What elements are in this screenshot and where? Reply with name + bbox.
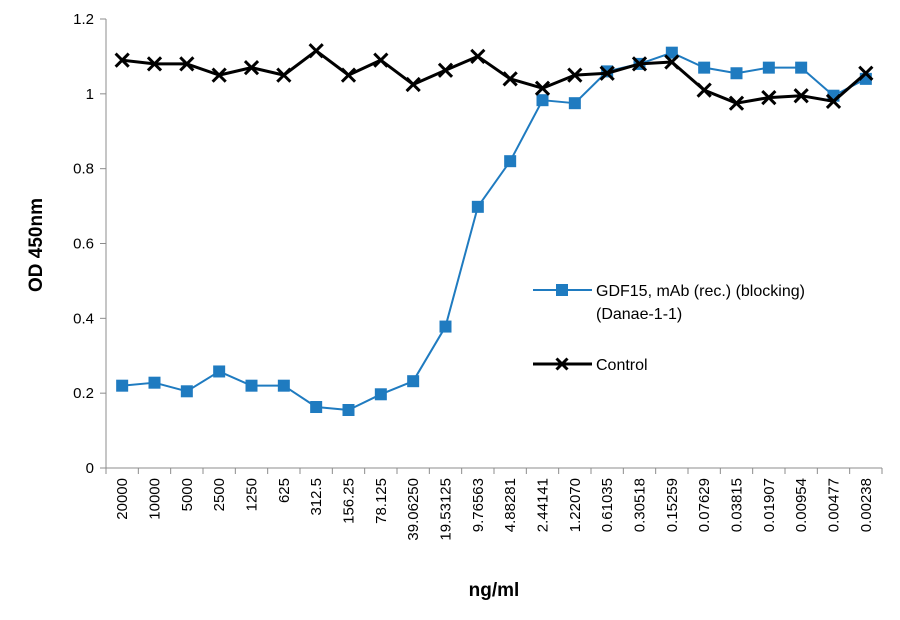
data-point: [114, 52, 130, 68]
legend-label: GDF15, mAb (rec.) (blocking): [596, 283, 805, 300]
y-axis-title: OD 450nm: [26, 198, 47, 292]
x-tick-label: 9.76563: [470, 478, 487, 532]
data-point: [342, 404, 355, 417]
data-point: [698, 61, 711, 74]
legend-marker: [555, 357, 569, 371]
x-axis: 20000 10000 5000 2500 1250 625 312.5 156.25 78.1…: [105, 467, 883, 541]
data-point: [730, 67, 743, 80]
legend-marker: [556, 284, 568, 296]
legend-item-control: Control: [533, 357, 648, 374]
x-tick-label: 1250: [244, 478, 261, 511]
data-point: [146, 56, 163, 72]
x-tick-label: 625: [276, 478, 293, 503]
x-tick-label: 10000: [147, 478, 164, 520]
data-point: [728, 95, 745, 111]
data-point: [213, 365, 226, 378]
legend-label: (Danae-1-1): [596, 306, 682, 323]
data-point: [179, 56, 195, 72]
x-tick-label: 2500: [211, 478, 228, 511]
y-tick-label: 0.8: [73, 161, 94, 178]
x-tick-label: 0.00238: [858, 478, 875, 532]
legend: GDF15, mAb (rec.) (blocking) (Danae-1-1) C…: [533, 283, 805, 374]
x-tick-label: 5000: [179, 478, 196, 511]
data-point: [568, 97, 581, 110]
data-point: [664, 54, 680, 70]
y-tick-label: 0.6: [73, 236, 94, 253]
data-point: [180, 385, 193, 398]
data-point: [211, 67, 227, 83]
data-point: [373, 52, 389, 68]
data-point: [340, 67, 357, 83]
data-point: [567, 67, 583, 83]
x-tick-label: 20000: [114, 478, 131, 520]
data-point: [407, 375, 420, 388]
data-point: [761, 89, 777, 106]
data-point: [599, 65, 615, 81]
data-point: [116, 379, 129, 392]
data-point: [534, 80, 551, 96]
data-point: [696, 82, 712, 98]
x-tick-label: 0.00954: [793, 478, 810, 532]
x-tick-label: 0.30518: [632, 478, 649, 532]
data-point: [793, 88, 809, 104]
y-axis: 0 0.2 0.4 0.6 0.8 1 1.2: [73, 11, 107, 477]
data-point: [245, 379, 258, 392]
data-point: [276, 67, 292, 83]
data-point: [405, 76, 421, 93]
series-control: [114, 43, 874, 111]
x-tick-label: 0.01907: [761, 478, 778, 532]
legend-item-gdf15: GDF15, mAb (rec.) (blocking) (Danae-1-1): [533, 283, 805, 323]
x-tick-label: 0.07629: [696, 478, 713, 532]
series-layer: [114, 43, 874, 417]
data-point: [148, 376, 161, 389]
data-point: [470, 48, 486, 65]
data-point: [310, 401, 323, 414]
data-point: [243, 60, 260, 76]
x-tick-label: 0.61035: [599, 478, 616, 532]
x-tick-label: 0.15259: [664, 478, 681, 532]
data-point: [374, 388, 387, 401]
x-tick-label: 1.22070: [567, 478, 584, 532]
data-point: [504, 155, 517, 168]
data-point: [471, 200, 484, 213]
data-point: [536, 94, 549, 107]
series-line: [122, 51, 867, 411]
y-tick-label: 0.4: [73, 310, 94, 327]
data-point: [762, 61, 775, 74]
x-tick-label: 0.00477: [826, 478, 843, 532]
legend-label: Control: [596, 357, 648, 374]
y-tick-label: 0.2: [73, 385, 94, 402]
x-tick-label: 2.44141: [535, 478, 552, 532]
data-point: [502, 71, 518, 87]
x-axis-title: ng/ml: [469, 580, 520, 601]
data-point: [795, 61, 808, 74]
x-tick-label: 0.03815: [729, 478, 746, 532]
data-point: [665, 46, 678, 59]
x-tick-label: 78.125: [373, 478, 390, 524]
x-tick-label: 312.5: [308, 478, 325, 516]
data-point: [437, 62, 454, 78]
y-tick-label: 0: [86, 460, 94, 477]
data-point: [858, 65, 874, 81]
y-tick-label: 1.2: [73, 11, 94, 28]
x-tick-label: 39.06250: [405, 478, 422, 541]
data-point: [277, 379, 290, 392]
y-tick-label: 1: [86, 86, 94, 103]
data-point: [439, 320, 452, 333]
x-tick-label: 19.53125: [438, 478, 455, 541]
data-point: [308, 43, 324, 59]
series-line: [121, 49, 867, 105]
x-tick-label: 156.25: [341, 478, 358, 524]
data-point: [825, 93, 842, 109]
series-gdf15: [116, 46, 872, 417]
x-tick-label: 4.88281: [502, 478, 519, 532]
data-point: [631, 56, 648, 72]
